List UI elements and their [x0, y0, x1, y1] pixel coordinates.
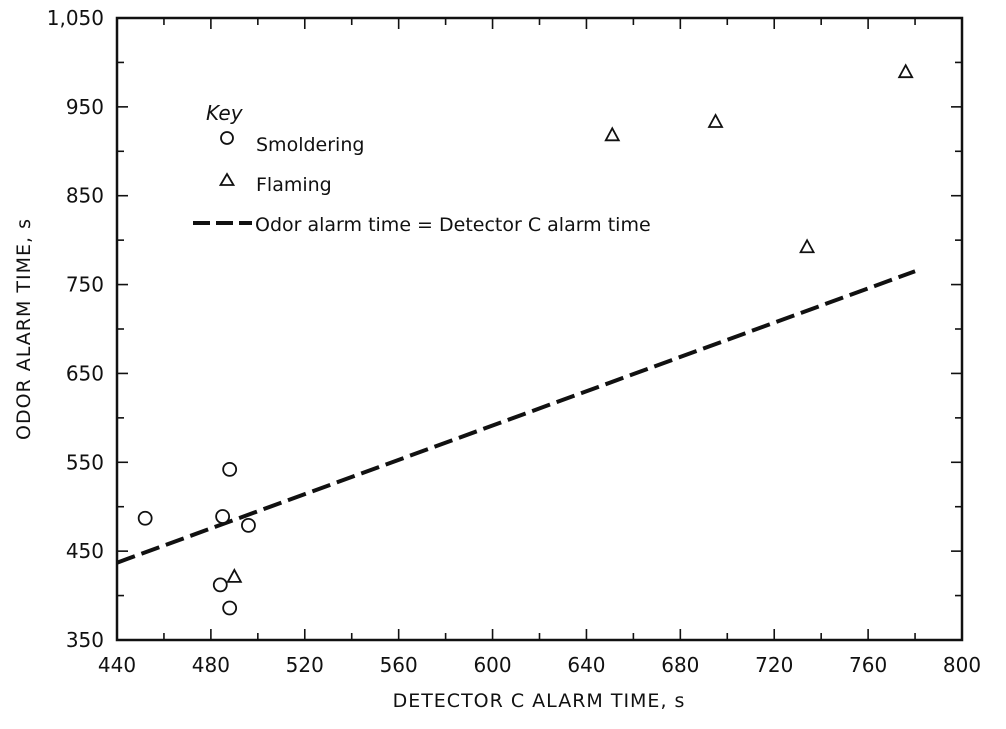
x-tick-labels: 440 480 520 560 600 640 680 720 760 800 — [98, 653, 981, 677]
y-axis-title: ODOR ALARM TIME, s — [13, 218, 35, 440]
y-tick-label: 450 — [66, 539, 104, 563]
y-tick-label: 350 — [66, 628, 104, 652]
x-tick-label: 480 — [192, 653, 230, 677]
x-tick-label: 520 — [286, 653, 324, 677]
reference-line-layer — [116, 269, 916, 565]
axis-ticks — [116, 17, 963, 641]
plot-frame — [115, 16, 964, 642]
x-tick-label: 440 — [98, 653, 136, 677]
flaming-point — [604, 126, 621, 142]
reference-dashed-line — [116, 269, 916, 565]
flaming-point — [897, 63, 914, 79]
x-tick-label: 680 — [661, 653, 699, 677]
flaming-point — [799, 238, 816, 254]
y-tick-label: 1,050 — [47, 6, 104, 30]
smoldering-point — [222, 461, 238, 477]
legend-title: Key — [206, 101, 244, 125]
smoldering-point — [241, 517, 256, 533]
smoldering-point — [137, 510, 153, 526]
smoldering-point — [215, 509, 231, 524]
x-tick-label: 720 — [755, 653, 793, 677]
legend: Key Smoldering Flaming Odor alarm time =… — [193, 101, 651, 236]
data-markers — [137, 63, 914, 616]
y-tick-labels: 350 450 550 650 750 850 950 1,050 — [47, 6, 104, 652]
legend-label-flaming: Flaming — [256, 174, 332, 196]
smoldering-point — [222, 600, 238, 616]
x-tick-label: 600 — [473, 653, 511, 677]
x-tick-label: 800 — [943, 653, 981, 677]
legend-triangle-marker — [218, 172, 236, 186]
flaming-point — [226, 568, 243, 583]
y-tick-label: 850 — [66, 184, 104, 208]
legend-label-smoldering: Smoldering — [256, 134, 364, 156]
x-tick-label: 760 — [849, 653, 887, 677]
legend-circle-marker — [220, 131, 234, 145]
y-tick-label: 650 — [66, 361, 104, 385]
legend-label-reference-line: Odor alarm time = Detector C alarm time — [255, 214, 651, 236]
x-tick-label: 640 — [567, 653, 605, 677]
flaming-point — [707, 113, 724, 128]
smoldering-point — [212, 577, 228, 593]
y-tick-label: 950 — [66, 95, 104, 119]
x-tick-label: 560 — [380, 653, 418, 677]
y-tick-label: 550 — [66, 450, 104, 474]
y-tick-label: 750 — [66, 273, 104, 297]
x-axis-title: DETECTOR C ALARM TIME, s — [393, 690, 686, 712]
